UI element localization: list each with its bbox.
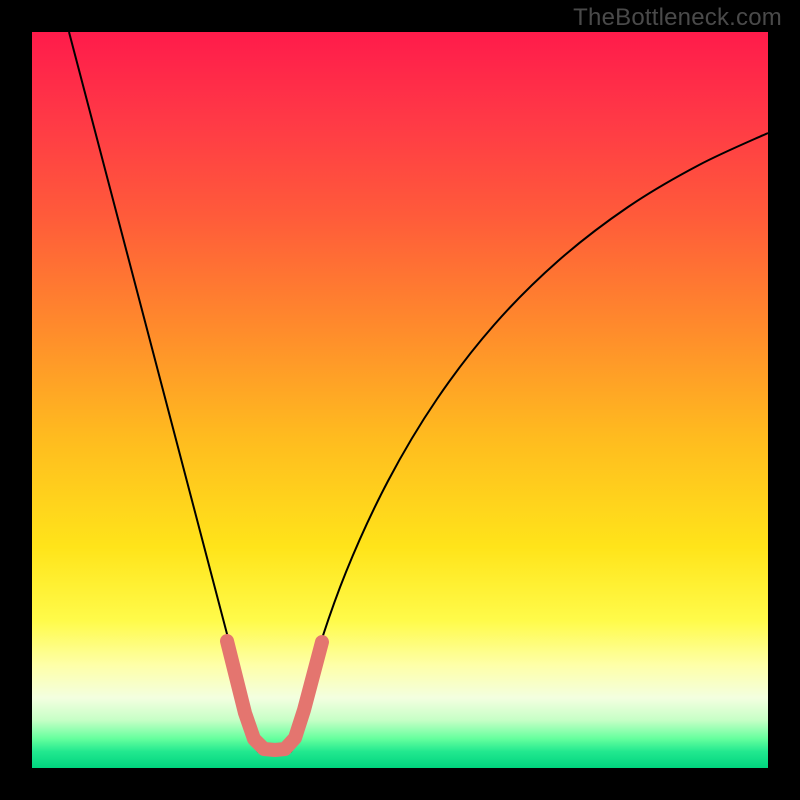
watermark-text: TheBottleneck.com [573, 4, 782, 32]
curve-layer [32, 32, 768, 768]
marker-curve [227, 641, 322, 750]
right-curve [291, 133, 768, 752]
chart-frame: TheBottleneck.com [0, 0, 800, 800]
plot-area [32, 32, 768, 768]
